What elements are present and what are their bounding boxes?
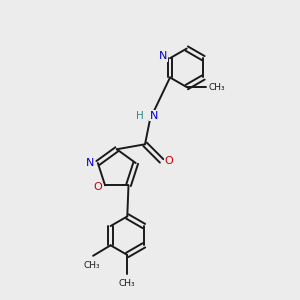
Text: H: H: [136, 111, 144, 121]
Text: O: O: [93, 182, 102, 192]
Text: O: O: [164, 156, 173, 166]
Text: CH₃: CH₃: [83, 261, 100, 270]
Text: N: N: [159, 51, 167, 62]
Text: N: N: [150, 111, 158, 121]
Text: CH₃: CH₃: [208, 82, 225, 91]
Text: CH₃: CH₃: [119, 280, 136, 289]
Text: N: N: [86, 158, 94, 168]
